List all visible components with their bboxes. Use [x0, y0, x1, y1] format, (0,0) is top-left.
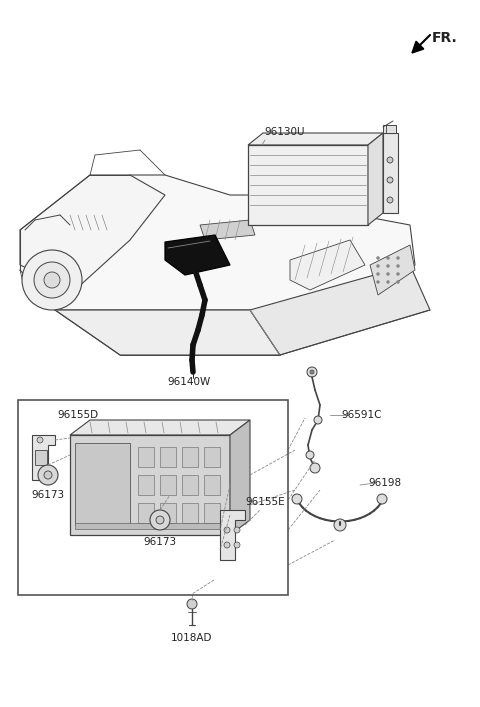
Text: 96155E: 96155E — [245, 497, 285, 507]
Circle shape — [376, 272, 380, 276]
Text: 96173: 96173 — [144, 537, 177, 547]
Bar — [75, 443, 130, 525]
Polygon shape — [248, 145, 368, 225]
Text: 96130U: 96130U — [265, 127, 305, 137]
Circle shape — [386, 257, 389, 259]
Circle shape — [386, 281, 389, 284]
Circle shape — [156, 516, 164, 524]
Circle shape — [234, 527, 240, 533]
Text: 96591C: 96591C — [342, 410, 382, 420]
Bar — [182, 447, 198, 467]
Text: 1018AD: 1018AD — [171, 633, 213, 643]
Circle shape — [387, 157, 393, 163]
Circle shape — [396, 264, 399, 267]
Bar — [35, 450, 47, 465]
Bar — [204, 503, 220, 523]
Bar — [160, 503, 176, 523]
Polygon shape — [383, 125, 396, 133]
Polygon shape — [70, 435, 230, 535]
Circle shape — [306, 451, 314, 459]
Circle shape — [334, 519, 346, 531]
Bar — [160, 447, 176, 467]
Bar — [138, 447, 154, 467]
Bar — [138, 475, 154, 495]
Circle shape — [224, 527, 230, 533]
Circle shape — [187, 599, 197, 609]
Circle shape — [234, 542, 240, 548]
Bar — [18, 400, 288, 595]
Polygon shape — [55, 175, 415, 310]
Circle shape — [310, 463, 320, 473]
Text: 96198: 96198 — [369, 478, 402, 488]
Bar — [182, 475, 198, 495]
Text: 96140W: 96140W — [168, 377, 211, 387]
Polygon shape — [368, 133, 383, 225]
Circle shape — [150, 510, 170, 530]
Circle shape — [387, 197, 393, 203]
Circle shape — [224, 542, 230, 548]
Circle shape — [44, 471, 52, 479]
Circle shape — [376, 281, 380, 284]
Bar — [204, 475, 220, 495]
Polygon shape — [32, 435, 55, 480]
Circle shape — [376, 257, 380, 259]
Polygon shape — [370, 245, 415, 295]
Text: 96155D: 96155D — [58, 410, 98, 420]
Polygon shape — [230, 420, 250, 535]
Circle shape — [396, 257, 399, 259]
Text: FR.: FR. — [432, 31, 458, 45]
Circle shape — [377, 494, 387, 504]
Circle shape — [307, 367, 317, 377]
Circle shape — [396, 272, 399, 276]
Bar — [204, 447, 220, 467]
Bar — [160, 475, 176, 495]
Polygon shape — [220, 510, 245, 560]
Polygon shape — [165, 235, 230, 275]
Circle shape — [314, 416, 322, 424]
Polygon shape — [250, 265, 430, 355]
Circle shape — [386, 264, 389, 267]
Text: 96173: 96173 — [31, 490, 65, 500]
Circle shape — [34, 262, 70, 298]
Circle shape — [376, 264, 380, 267]
Bar — [75, 523, 225, 529]
Polygon shape — [55, 310, 280, 355]
Polygon shape — [248, 133, 383, 145]
Circle shape — [386, 272, 389, 276]
Circle shape — [292, 494, 302, 504]
Circle shape — [44, 272, 60, 288]
Bar — [138, 503, 154, 523]
Polygon shape — [20, 175, 165, 290]
Bar — [182, 503, 198, 523]
Circle shape — [38, 465, 58, 485]
Circle shape — [310, 370, 314, 374]
Circle shape — [387, 177, 393, 183]
Circle shape — [22, 250, 82, 310]
Polygon shape — [70, 420, 250, 435]
Polygon shape — [200, 220, 255, 240]
Circle shape — [37, 437, 43, 443]
Polygon shape — [383, 133, 398, 213]
Circle shape — [396, 281, 399, 284]
Polygon shape — [290, 240, 365, 290]
